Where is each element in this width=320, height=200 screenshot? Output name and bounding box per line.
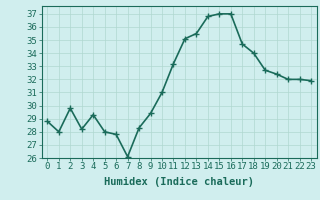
X-axis label: Humidex (Indice chaleur): Humidex (Indice chaleur) — [104, 177, 254, 187]
